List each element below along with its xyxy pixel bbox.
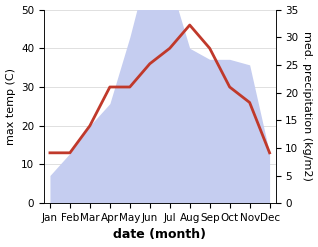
X-axis label: date (month): date (month) <box>113 228 206 242</box>
Y-axis label: med. precipitation (kg/m2): med. precipitation (kg/m2) <box>302 31 313 181</box>
Y-axis label: max temp (C): max temp (C) <box>5 68 16 145</box>
